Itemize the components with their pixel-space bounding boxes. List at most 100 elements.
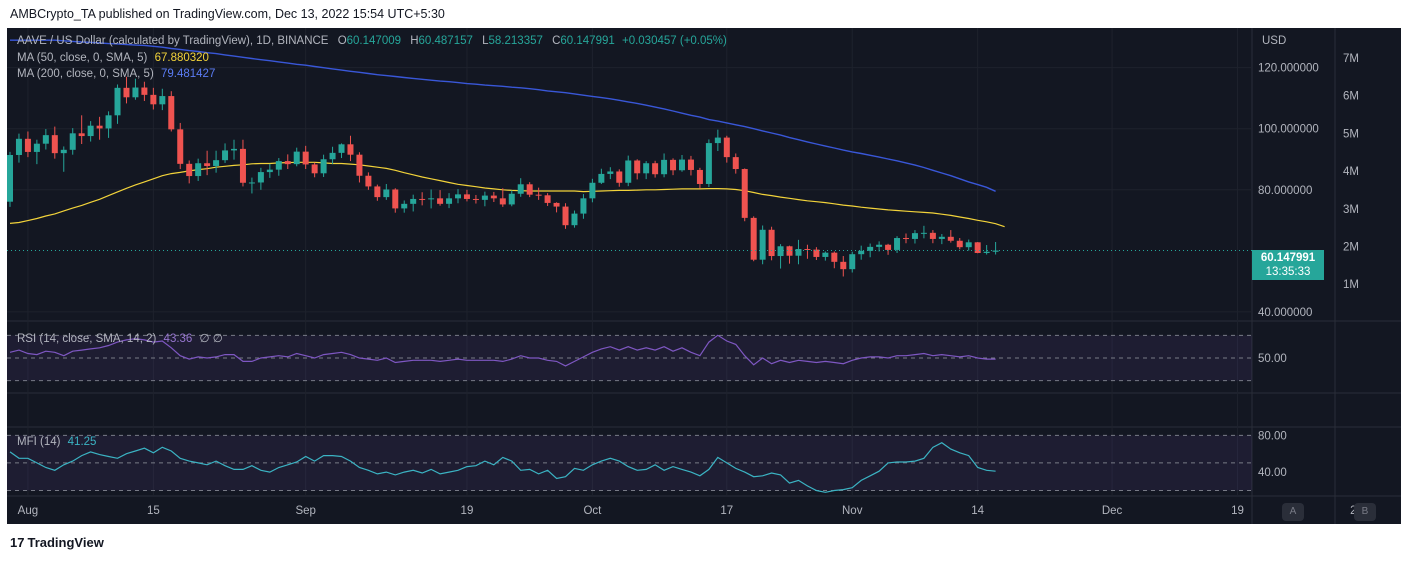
change-value: +0.030457 (+0.05%) — [621, 35, 727, 47]
tradingview-logo-text: TradingView — [27, 535, 104, 550]
chart-canvas[interactable]: Aug15Sep19Oct17Nov14Dec19202316120.00000… — [7, 28, 1401, 524]
candle-body — [437, 198, 444, 204]
candle-body — [732, 157, 739, 170]
candle-body — [885, 244, 892, 250]
x-tick-label: Oct — [583, 505, 602, 517]
mfi-line — [9, 441, 996, 493]
candle-body — [705, 143, 712, 184]
candle-body — [105, 115, 112, 129]
candle-body — [858, 250, 865, 255]
ma200-legend: MA (200, close, 0, SMA, 5) 79.481427 — [17, 68, 215, 80]
ma200-line — [10, 39, 996, 192]
candle-body — [535, 194, 542, 196]
rsi-legend: RSI (14, close, SMA, 14, 2) 43.36 ∅ ∅ — [17, 331, 223, 345]
candle-body — [670, 159, 677, 171]
candle-body — [69, 133, 76, 150]
tradingview-logo-icon: 17 — [10, 535, 25, 550]
candle-body — [419, 198, 426, 200]
candle-body — [894, 238, 901, 250]
candle-body — [947, 236, 954, 241]
candle-body — [992, 250, 999, 252]
candle-body — [374, 186, 381, 198]
x-tick-label: 19 — [1231, 505, 1244, 517]
candle-body — [463, 194, 470, 199]
candle-body — [652, 163, 659, 175]
mfi-legend: MFI (14) 41.25 — [17, 436, 96, 448]
candle-body — [302, 151, 309, 165]
candle-body — [679, 159, 685, 171]
candle-body — [320, 159, 327, 174]
volume-tick-label: 6M — [1343, 91, 1359, 103]
candle-body — [60, 149, 67, 154]
publisher-text: AMBCrypto_TA published on TradingView.co… — [10, 7, 445, 21]
candle-body — [383, 189, 390, 198]
mfi-tick-label: 80.00 — [1258, 430, 1287, 442]
rsi-tick-label: 50.00 — [1258, 353, 1287, 365]
candle-body — [472, 198, 479, 200]
candle-body — [204, 163, 211, 166]
candle-body — [938, 236, 945, 239]
ma200-label: MA (200, close, 0, SMA, 5) — [17, 68, 154, 80]
candle-body — [598, 173, 605, 183]
last-price-tag: 60.147991 13:35:33 — [1252, 250, 1324, 280]
candle-body — [401, 203, 408, 209]
x-tick-label: 17 — [720, 505, 733, 517]
publisher-header: AMBCrypto_TA published on TradingView.co… — [0, 0, 1408, 28]
candle-body — [455, 194, 461, 199]
candle-body — [903, 238, 909, 240]
candle-body — [42, 135, 49, 144]
candle-body — [392, 189, 399, 209]
tradingview-logo[interactable]: 17 TradingView — [10, 535, 104, 550]
candle-body — [239, 148, 246, 183]
candle-body — [580, 198, 587, 214]
rsi-band-fill — [7, 335, 1252, 381]
auto-scale-button[interactable]: A — [1282, 503, 1304, 521]
candle-body — [428, 198, 435, 200]
low-value: 58.213357 — [488, 35, 543, 47]
rsi-label: RSI (14, close, SMA, 14, 2) — [17, 333, 157, 345]
symbol-legend: AAVE / US Dollar (calculated by TradingV… — [17, 35, 727, 47]
volume-tick-label: 4M — [1343, 166, 1359, 178]
mfi-label: MFI (14) — [17, 436, 61, 448]
candle-body — [159, 96, 166, 105]
candle-body — [195, 163, 202, 177]
symbol-title: AAVE / US Dollar (calculated by TradingV… — [17, 35, 329, 47]
candle-body — [213, 160, 220, 166]
volume-scale-button[interactable]: B — [1354, 503, 1376, 521]
candle-body — [804, 249, 811, 251]
candle-body — [544, 195, 551, 203]
chart-frame[interactable]: Aug15Sep19Oct17Nov14Dec19202316120.00000… — [7, 28, 1401, 524]
candle-body — [96, 125, 103, 129]
candle-body — [15, 138, 22, 155]
candle-body — [965, 242, 972, 248]
price-tick-label: 100.000000 — [1258, 124, 1319, 136]
candle-body — [141, 87, 148, 95]
candle-body — [822, 252, 829, 257]
candle-body — [553, 202, 560, 207]
x-tick-label: 15 — [147, 505, 160, 517]
candle-body — [7, 154, 13, 202]
volume-tick-label: 2M — [1343, 242, 1359, 254]
open-label: O — [337, 35, 347, 47]
candle-body — [87, 125, 94, 137]
candle-body — [311, 164, 318, 174]
candle-body — [257, 172, 264, 183]
candle-body — [168, 96, 175, 130]
price-tick-label: 40.000000 — [1258, 307, 1312, 319]
candle-body — [777, 246, 784, 257]
last-price-value: 60.147991 — [1260, 252, 1316, 264]
candle-body — [831, 252, 838, 262]
candle-body — [51, 135, 58, 154]
candle-body — [177, 129, 184, 164]
candle-body — [956, 240, 963, 248]
ma50-label: MA (50, close, 0, SMA, 5) — [17, 52, 148, 64]
close-label: C — [552, 35, 561, 47]
candle-body — [616, 171, 623, 183]
candle-body — [132, 87, 139, 98]
candle-body — [876, 244, 883, 247]
candle-body — [661, 159, 668, 175]
candle-body — [490, 195, 497, 199]
candle-body — [929, 232, 936, 239]
candle-body — [338, 144, 345, 153]
price-tick-label: 120.000000 — [1258, 63, 1319, 75]
